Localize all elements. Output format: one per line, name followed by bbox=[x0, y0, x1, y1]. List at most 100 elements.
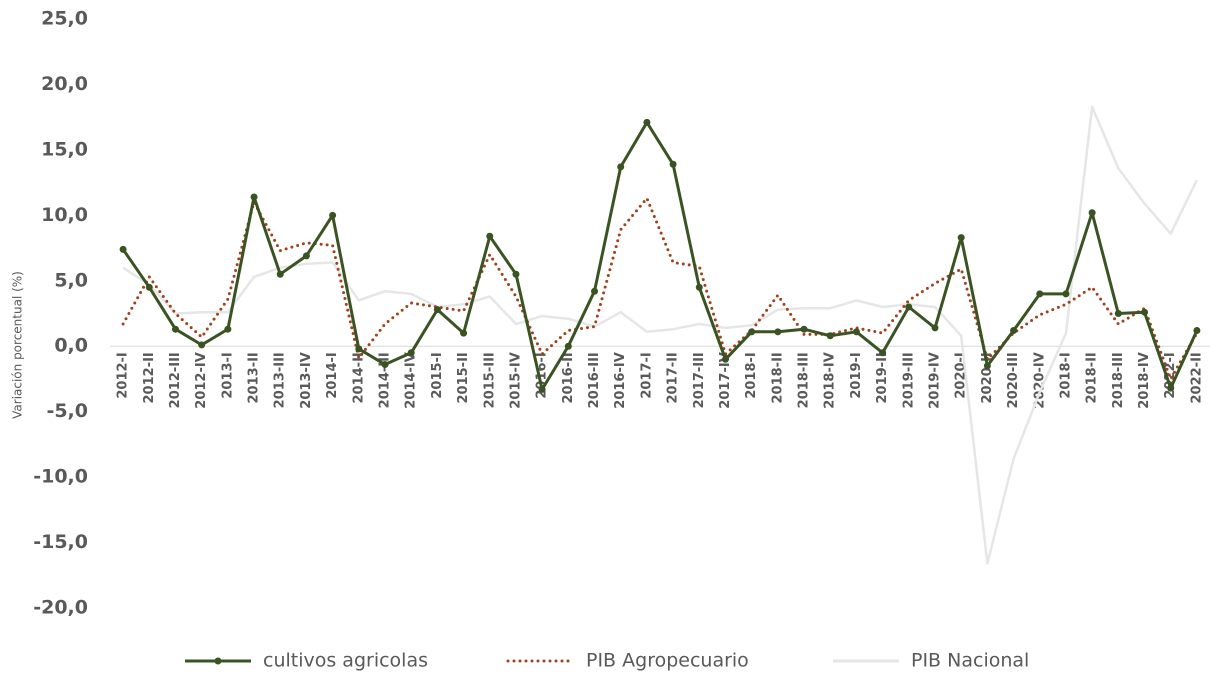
marker bbox=[433, 306, 441, 314]
x-tick-label: 2018-I bbox=[1058, 352, 1073, 398]
marker bbox=[591, 287, 599, 295]
x-tick-label: 2020-IV bbox=[1032, 352, 1047, 408]
x-tick-label: 2018-IV bbox=[1137, 352, 1152, 408]
marker bbox=[564, 342, 572, 350]
y-tick-label: 0,0 bbox=[54, 335, 88, 357]
x-tick-label: 2018-III bbox=[1111, 352, 1126, 408]
x-tick-label: 2016-III bbox=[587, 352, 602, 408]
x-tick-label: 2020-II bbox=[980, 352, 995, 403]
x-tick-label: 2014-III bbox=[378, 352, 393, 408]
x-tick-label: 2015-I bbox=[430, 352, 445, 398]
marker bbox=[957, 234, 965, 242]
marker bbox=[276, 270, 284, 278]
marker bbox=[302, 252, 310, 260]
x-tick-label: 2012-IV bbox=[194, 352, 209, 408]
marker bbox=[119, 245, 127, 253]
marker bbox=[774, 328, 782, 336]
marker bbox=[355, 345, 363, 353]
marker bbox=[1062, 290, 1070, 298]
line-0 bbox=[121, 120, 1199, 391]
legend-marker bbox=[214, 657, 222, 665]
x-tick-label: 2014-I bbox=[325, 352, 340, 398]
marker bbox=[460, 329, 468, 337]
marker bbox=[695, 283, 703, 291]
x-tick-label: 2012-II bbox=[142, 352, 157, 403]
x-tick-label: 2017-I bbox=[639, 352, 654, 398]
line-2 bbox=[122, 105, 1199, 565]
y-tick-label: 10,0 bbox=[41, 204, 88, 226]
marker bbox=[879, 349, 887, 357]
marker bbox=[983, 362, 991, 370]
y-tick-label: -20,0 bbox=[33, 597, 88, 619]
marker bbox=[905, 303, 913, 311]
line-1 bbox=[121, 196, 1199, 381]
marker bbox=[512, 270, 520, 278]
x-tick-label: 2016-I bbox=[535, 352, 550, 398]
x-tick-label: 2019-II bbox=[875, 352, 890, 403]
marker bbox=[145, 283, 153, 291]
y-tick-label: 5,0 bbox=[54, 269, 88, 291]
marker bbox=[1114, 310, 1122, 317]
x-tick-label: 2015-III bbox=[482, 352, 497, 408]
marker bbox=[198, 341, 206, 349]
marker bbox=[1167, 384, 1175, 392]
x-tick-label: 2018-I bbox=[744, 352, 759, 398]
marker bbox=[486, 232, 494, 240]
x-tick-label: 2018-II bbox=[770, 352, 785, 403]
marker bbox=[826, 332, 834, 340]
y-axis-label: Variación porcentual (%) bbox=[11, 271, 25, 419]
x-tick-label: 2015-IV bbox=[508, 352, 523, 408]
y-tick-label: 20,0 bbox=[41, 73, 88, 95]
marker bbox=[669, 160, 677, 168]
x-tick-label: 2017-II bbox=[666, 352, 681, 403]
x-tick-label: 2012-III bbox=[168, 352, 183, 408]
marker bbox=[171, 325, 179, 333]
y-tick-label: -5,0 bbox=[46, 400, 88, 422]
x-tick-label: 2019-I bbox=[849, 352, 864, 398]
marker bbox=[250, 193, 258, 201]
y-tick-label: 15,0 bbox=[41, 138, 88, 160]
marker bbox=[381, 361, 389, 369]
x-tick-label: 2022-I bbox=[1163, 352, 1178, 398]
x-tick-label: 2018-IV bbox=[823, 352, 838, 408]
marker bbox=[329, 211, 337, 219]
x-tick-label: 2018-II bbox=[1085, 352, 1100, 403]
marker bbox=[748, 328, 756, 336]
legend-label: cultivos agricolas bbox=[263, 650, 428, 672]
legend-label: PIB Nacional bbox=[911, 650, 1029, 672]
marker bbox=[931, 324, 939, 332]
y-tick-label: -15,0 bbox=[33, 531, 88, 553]
x-tick-label: 2013-II bbox=[247, 352, 262, 403]
x-tick-label: 2013-I bbox=[220, 352, 235, 398]
y-tick-label: 25,0 bbox=[41, 8, 88, 30]
x-tick-label: 2014-II bbox=[351, 352, 366, 403]
x-tick-label: 2017-III bbox=[692, 352, 707, 408]
marker bbox=[617, 163, 625, 171]
x-tick-label: 2012-I bbox=[116, 352, 131, 398]
x-tick-label: 2018-III bbox=[797, 352, 812, 408]
x-tick-label: 2013-IV bbox=[299, 352, 314, 408]
marker bbox=[721, 355, 729, 363]
marker bbox=[800, 325, 808, 333]
marker bbox=[1193, 327, 1201, 335]
x-tick-label: 2013-III bbox=[273, 352, 288, 408]
x-tick-label: 2014-IV bbox=[404, 352, 419, 408]
x-tick-label: 2019-IV bbox=[928, 352, 943, 408]
marker bbox=[538, 385, 546, 393]
marker bbox=[1141, 308, 1149, 316]
x-tick-label: 2022-II bbox=[1189, 352, 1204, 403]
x-tick-label: 2016-IV bbox=[613, 352, 628, 408]
marker bbox=[1088, 209, 1096, 217]
marker bbox=[1036, 290, 1044, 298]
x-tick-label: 2015-II bbox=[456, 352, 471, 403]
marker bbox=[1010, 327, 1018, 335]
x-tick-label: 2019-III bbox=[901, 352, 916, 408]
x-tick-label: 2020-III bbox=[1006, 352, 1021, 408]
marker bbox=[224, 325, 232, 333]
marker bbox=[643, 118, 651, 126]
y-tick-label: -10,0 bbox=[33, 466, 88, 488]
legend-label: PIB Agropecuario bbox=[586, 650, 749, 672]
x-tick-label: 2017-IV bbox=[718, 352, 733, 408]
marker bbox=[852, 328, 860, 336]
